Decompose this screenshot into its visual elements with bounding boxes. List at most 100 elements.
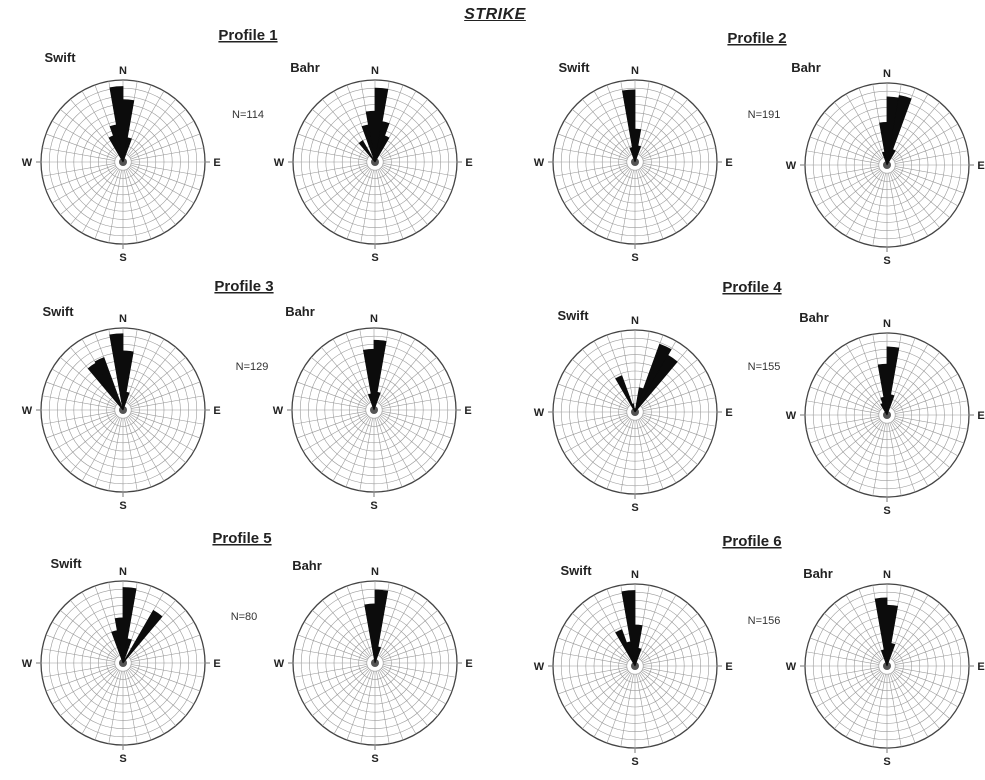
rose-diagram-bahr: Bahr N S E W <box>786 566 985 768</box>
rose-petal <box>374 646 382 664</box>
grid-spoke <box>834 421 882 479</box>
grid-spoke <box>641 109 699 157</box>
grid-spoke <box>637 673 664 744</box>
grid-spoke <box>563 669 629 708</box>
rose-petal <box>626 641 636 667</box>
rose-petal <box>622 89 636 163</box>
compass-w-label: W <box>22 157 33 169</box>
grid-spoke <box>293 411 366 425</box>
grid-spoke <box>606 673 633 744</box>
grid-spoke <box>620 170 634 243</box>
grid-spoke <box>59 109 117 157</box>
grid-spoke <box>81 669 120 735</box>
grid-spoke <box>129 167 187 215</box>
compass-n-label: N <box>883 68 891 80</box>
grid-spoke <box>346 585 373 656</box>
grid-spoke <box>872 423 886 496</box>
compass-s-label: S <box>883 255 890 267</box>
grid-spoke <box>322 599 370 657</box>
rose-grid <box>552 79 718 245</box>
grid-spoke <box>126 168 165 234</box>
grid-spoke <box>51 165 117 204</box>
grid-spoke <box>381 120 447 159</box>
diagram-name-label: Swift <box>557 308 589 323</box>
grid-spoke <box>302 368 368 407</box>
grid-spoke <box>322 669 370 727</box>
grid-spoke <box>381 666 447 705</box>
grid-spoke <box>382 395 455 409</box>
grid-spoke <box>593 418 632 484</box>
compass-n-label: N <box>631 569 639 581</box>
profile-title: Profile 4 <box>722 279 782 296</box>
grid-spoke <box>823 613 881 661</box>
rose-diagram-swift: Swift N S E W <box>534 563 733 768</box>
profile-panel-2: Profile 2 N=191 Swift N S E W Bahr N S E W <box>534 30 985 267</box>
grid-spoke <box>294 648 367 662</box>
grid-spoke <box>297 665 368 692</box>
grid-spoke <box>125 169 152 240</box>
grid-spoke <box>892 672 940 730</box>
grid-spoke <box>45 133 116 160</box>
grid-spoke <box>640 602 688 660</box>
grid-spoke <box>126 669 165 735</box>
grid-spoke <box>640 168 688 226</box>
grid-spoke <box>554 413 627 427</box>
grid-spoke <box>42 147 115 161</box>
rose-petal <box>886 642 896 667</box>
grid-spoke <box>332 338 371 404</box>
grid-spoke <box>311 668 369 716</box>
grid-spoke <box>294 163 367 177</box>
grid-spoke <box>563 415 629 454</box>
grid-spoke <box>311 610 369 658</box>
grid-spoke <box>815 669 881 708</box>
grid-spoke <box>303 120 369 159</box>
grid-spoke <box>641 359 699 407</box>
grid-spoke <box>382 634 453 661</box>
grid-spoke <box>302 413 368 452</box>
profile-panel-4: Profile 4 N=155 Swift N S E W Bahr N S E W <box>534 279 985 517</box>
grid-spoke <box>70 599 118 657</box>
rose-grid <box>804 583 970 749</box>
n-count-label: N=129 <box>236 361 269 373</box>
compass-s-label: S <box>631 756 638 768</box>
grid-spoke <box>858 422 885 493</box>
grid-spoke <box>557 637 628 664</box>
grid-spoke <box>383 648 456 662</box>
grid-spoke <box>641 120 707 159</box>
rose-petal <box>631 403 636 413</box>
profile-title: Profile 3 <box>214 278 273 295</box>
diagram-name-label: Swift <box>50 556 82 571</box>
rose-petal <box>634 354 678 413</box>
grid-spoke <box>128 98 176 156</box>
grid-spoke <box>378 591 417 657</box>
compass-w-label: W <box>22 405 33 417</box>
grid-spoke <box>892 101 940 159</box>
diagram-name-label: Bahr <box>285 304 315 319</box>
rose-diagram-bahr: Bahr N S E W <box>786 60 985 267</box>
compass-e-label: E <box>725 157 732 169</box>
grid-spoke <box>70 416 118 474</box>
grid-spoke <box>845 343 884 409</box>
grid-spoke <box>637 84 664 155</box>
grid-spoke <box>359 418 373 491</box>
grid-spoke <box>42 163 115 177</box>
grid-spoke <box>894 417 965 444</box>
rose-petal <box>374 135 390 163</box>
grid-spoke <box>128 669 176 727</box>
grid-spoke <box>51 621 117 660</box>
grid-spoke <box>131 648 204 662</box>
grid-spoke <box>303 666 369 705</box>
diagram-name-label: Swift <box>44 50 76 65</box>
grid-spoke <box>94 670 121 741</box>
grid-spoke <box>379 346 427 404</box>
grid-spoke <box>380 357 438 405</box>
rose-petal <box>629 146 636 163</box>
grid-spoke <box>382 133 453 160</box>
compass-n-label: N <box>631 65 639 77</box>
grid-spoke <box>125 670 152 741</box>
grid-spoke <box>42 664 115 678</box>
grid-spoke <box>380 669 428 727</box>
grid-spoke <box>81 416 120 482</box>
grid-spoke <box>297 133 368 160</box>
